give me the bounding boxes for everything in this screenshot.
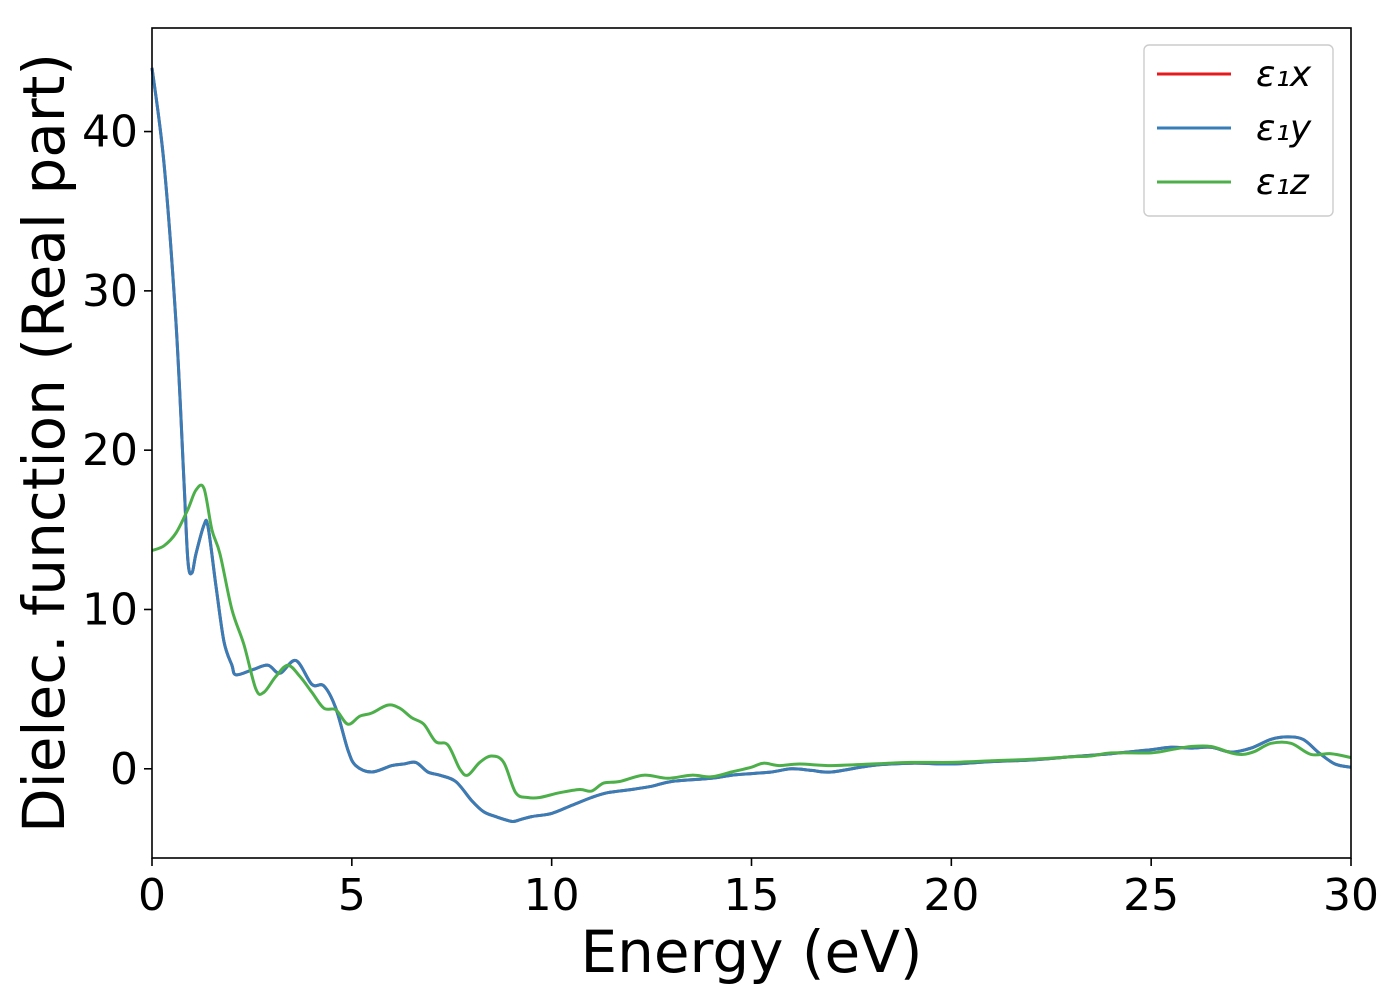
y-tick-label: 20 bbox=[82, 425, 138, 476]
y-tick-label: 10 bbox=[82, 584, 138, 635]
x-axis-ticks: 0 5 10 15 20 25 30 bbox=[138, 858, 1379, 921]
legend: ε₁x ε₁y ε₁z bbox=[1143, 44, 1334, 217]
x-tick-label: 25 bbox=[1123, 870, 1179, 921]
x-tick-label: 15 bbox=[724, 870, 780, 921]
y-tick-label: 0 bbox=[110, 744, 138, 795]
x-tick-label: 30 bbox=[1323, 870, 1379, 921]
series-line-2 bbox=[150, 67, 1352, 824]
series-line-3 bbox=[151, 483, 1352, 800]
y-axis-label: Dielec. function (Real part) bbox=[10, 53, 78, 833]
legend-label: ε₁x bbox=[1256, 54, 1312, 95]
y-tick-label: 30 bbox=[82, 266, 138, 317]
y-tick-label: 40 bbox=[82, 107, 138, 158]
y-axis-ticks: 0 10 20 30 40 bbox=[82, 107, 152, 795]
x-tick-label: 0 bbox=[138, 870, 166, 921]
x-axis-label: Energy (eV) bbox=[580, 918, 922, 986]
legend-label: ε₁y bbox=[1256, 108, 1312, 149]
x-tick-label: 5 bbox=[338, 870, 366, 921]
plot-lines bbox=[150, 67, 1352, 824]
x-tick-label: 20 bbox=[923, 870, 979, 921]
legend-label: ε₁z bbox=[1256, 162, 1310, 203]
legend-box bbox=[1143, 44, 1334, 217]
x-tick-label: 10 bbox=[524, 870, 580, 921]
